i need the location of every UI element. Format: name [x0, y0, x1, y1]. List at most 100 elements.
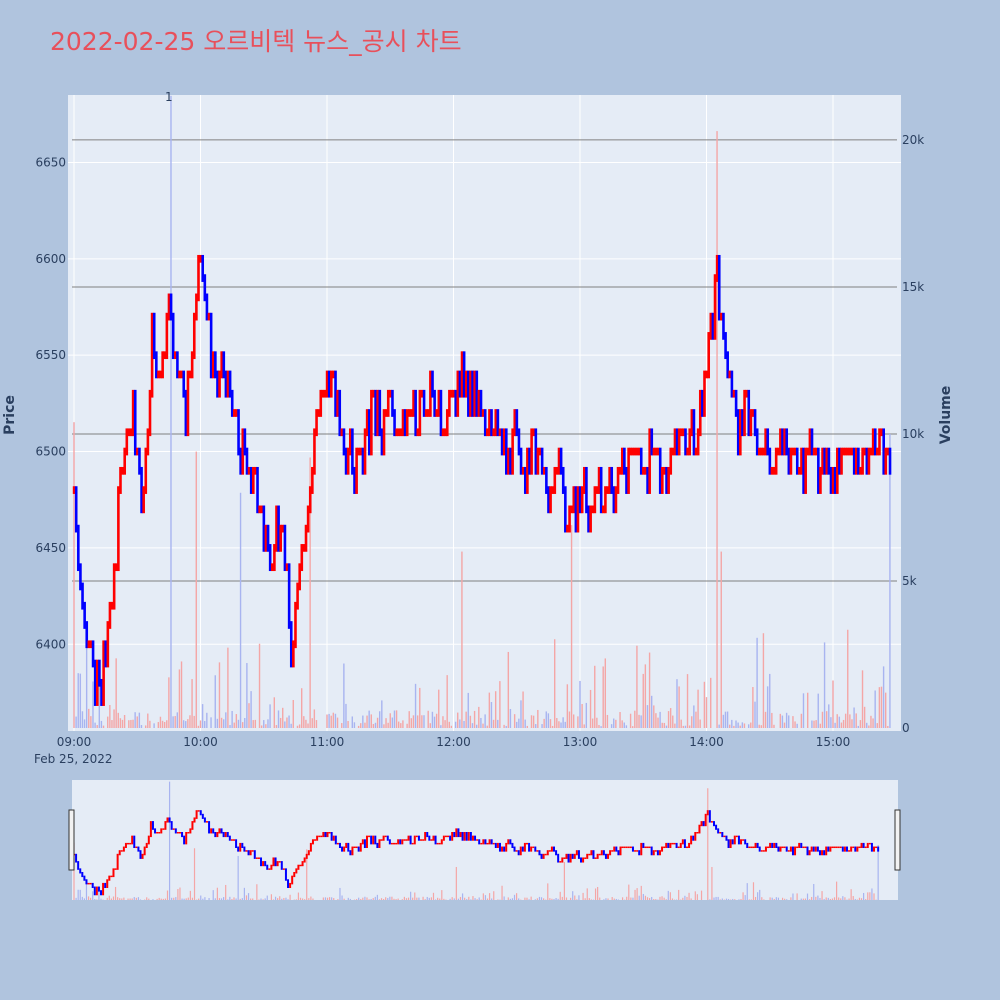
slider-volume-bar [671, 898, 674, 900]
slider-price-bar [143, 846, 146, 856]
volume-bar [90, 716, 92, 728]
volume-bar [370, 714, 372, 728]
slider-volume-bar [283, 898, 285, 900]
slider-volume-bar [383, 899, 385, 900]
price-bar [218, 370, 221, 398]
slider-price-bar [411, 842, 414, 845]
slider-price-bar [492, 842, 495, 845]
price-bar [95, 659, 99, 706]
price-bar [876, 447, 879, 456]
slider-price-bar [748, 846, 751, 849]
slider-price-bar [534, 846, 537, 852]
slider-price-bar [314, 839, 317, 841]
slider-price-bar [814, 846, 817, 852]
slider-volume-bar [663, 897, 665, 900]
price-bar [222, 351, 226, 379]
volume-bar [598, 724, 600, 728]
slider-price-bar [559, 861, 562, 863]
slider-price-bar [413, 835, 416, 845]
slider-volume-bar [648, 898, 651, 900]
slider-volume-bar [468, 896, 470, 900]
volume-bar [288, 715, 290, 728]
volume-bar [237, 719, 240, 728]
price-bar [688, 428, 692, 456]
slider-volume-bar [634, 889, 636, 900]
slider-price-bar [438, 842, 441, 845]
slider-volume-bar [214, 898, 216, 900]
price-bar [542, 466, 546, 475]
slider-volume-bar [434, 899, 437, 900]
price-bar [357, 447, 361, 456]
slider-handle-right[interactable] [894, 809, 901, 871]
slider-volume-bar [418, 897, 420, 900]
volume-bar [233, 722, 235, 728]
price-bar [133, 389, 137, 456]
slider-volume-bar [208, 898, 210, 900]
slider-price-bar [334, 835, 337, 845]
slider-price-bar [287, 879, 290, 888]
price-bar [363, 428, 367, 475]
price-bar [749, 409, 753, 437]
slider-volume-bar [526, 897, 528, 900]
slider-volume-bar [621, 897, 624, 900]
slider-price-bar [648, 846, 651, 849]
slider-price-bar [328, 832, 331, 834]
slider-volume-bar [187, 897, 189, 900]
slider-volume-bar [503, 896, 505, 900]
volume-bar [326, 714, 328, 728]
volume-bar [467, 692, 469, 728]
volume-bar [547, 713, 550, 728]
price-bar [540, 447, 544, 475]
volume-bar [678, 686, 680, 728]
volume-bar [448, 721, 450, 728]
slider-volume-bar [428, 897, 430, 900]
slider-volume-bar [331, 897, 333, 900]
volume-bar [756, 637, 758, 728]
volume-bar [315, 720, 318, 728]
slider-price-bar [663, 846, 666, 849]
price-bar [260, 505, 264, 514]
slider-volume-bar [299, 897, 302, 900]
slider-price-bar [361, 839, 364, 845]
price-bar [429, 370, 432, 417]
price-gridlines [68, 95, 901, 731]
price-bar [186, 370, 190, 437]
price-bar [661, 466, 664, 494]
slider-volume-bar [432, 892, 435, 900]
volume-bar [868, 725, 870, 728]
volume-bar [309, 457, 311, 728]
slider-price-bar [685, 846, 688, 849]
price-bar [867, 447, 871, 475]
price-bar [532, 428, 536, 437]
price-bar [180, 370, 183, 379]
slider-volume-bar [786, 899, 788, 900]
volume-bar [851, 719, 853, 728]
slider-price-bar [216, 832, 219, 838]
volume-bar [490, 702, 493, 728]
price-bar [184, 389, 188, 437]
price-bar [736, 409, 740, 456]
volume-bar [269, 704, 271, 728]
slider-price-bar [746, 842, 749, 848]
volume-bar [216, 718, 219, 728]
slider-volume-bar [829, 898, 831, 900]
slider-price-bar [349, 850, 352, 856]
slider-volume-bar [285, 897, 287, 900]
slider-handle-left[interactable] [68, 809, 75, 871]
slider-price-bar [212, 828, 215, 834]
volume-bar [566, 684, 569, 728]
volume-axis: 0 5k 10k 15k 20k [902, 133, 924, 735]
volume-bar [343, 663, 345, 728]
price-bar [580, 486, 584, 514]
volume-bar [222, 719, 225, 728]
slider-price-bars [73, 810, 880, 896]
price-bar [829, 466, 833, 494]
slider-price-bar [831, 846, 834, 849]
volume-bar [130, 719, 132, 728]
slider-price-bar [525, 842, 528, 845]
price-bar [658, 447, 662, 494]
volume-bar [691, 716, 693, 728]
slider-volume-bar [349, 898, 351, 900]
volume-bar [771, 712, 773, 728]
